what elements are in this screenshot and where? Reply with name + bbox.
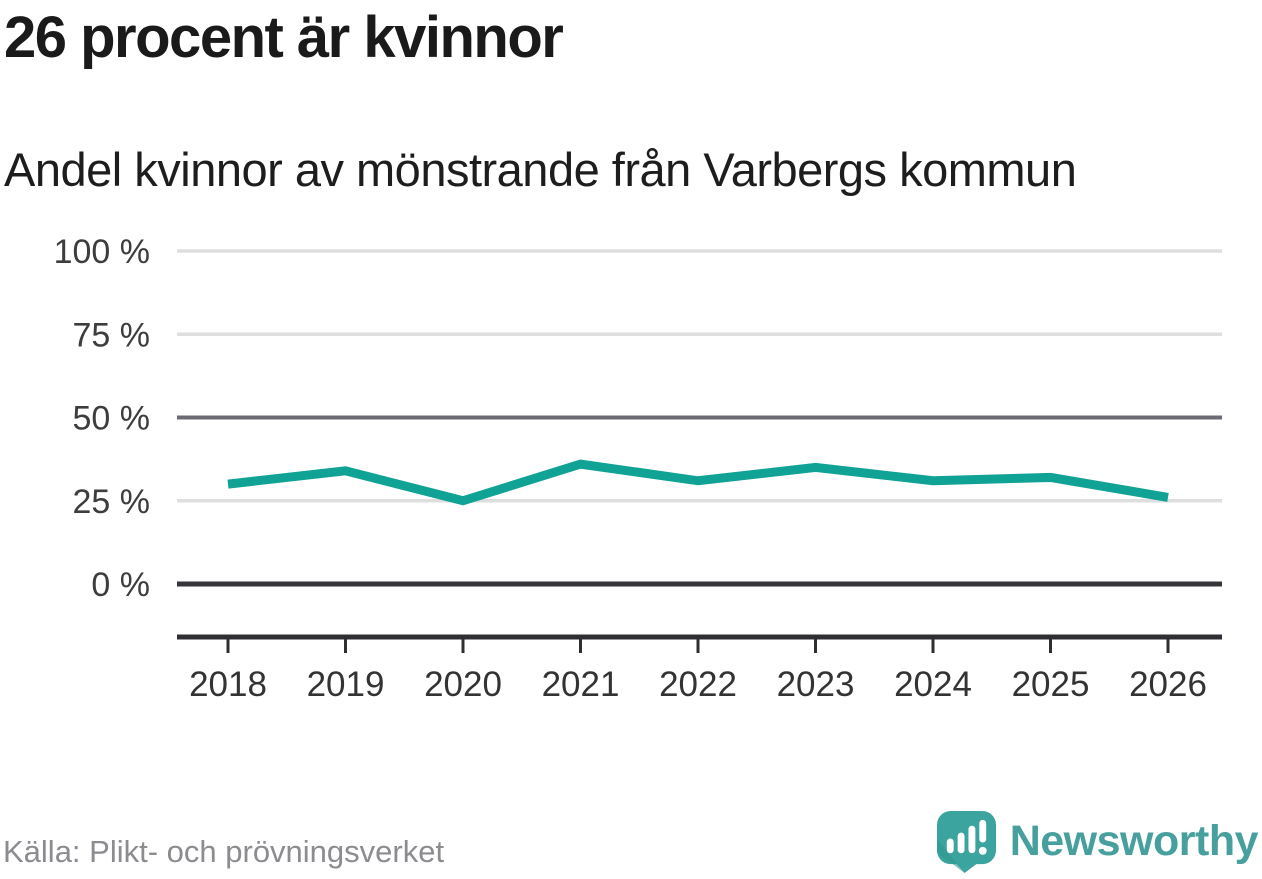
x-tick-label-2019: 2019	[307, 665, 385, 704]
x-tick-label-2026: 2026	[1129, 665, 1207, 704]
y-tick-label-100: 100 %	[54, 233, 150, 271]
x-tick-label-2022: 2022	[659, 665, 737, 704]
chart-bubble-icon	[936, 810, 996, 873]
x-tick-label-2018: 2018	[189, 665, 267, 704]
data-line-andel-kvinnor-av-mönstrande	[227, 459, 1169, 506]
source-note: Källa: Plikt- och prövningsverket	[3, 834, 445, 869]
line-chart: 100 % 75 % 50 % 25 % 0 % 2018 2019 2020 2021 2022…	[54, 233, 1222, 704]
x-tick-label-2024: 2024	[894, 665, 972, 704]
chart-subtitle: Andel kvinnor av mönstrande från Varberg…	[4, 143, 1077, 196]
y-tick-label-25: 25 %	[73, 483, 151, 521]
brand-name: Newsworthy	[1009, 816, 1259, 865]
x-tick-label-2020: 2020	[424, 665, 502, 704]
newsworthy-logo: Newsworthy	[935, 809, 1259, 873]
x-tick-label-2025: 2025	[1012, 665, 1090, 704]
y-tick-label-50: 50 %	[73, 400, 151, 438]
x-tick-label-2021: 2021	[542, 665, 620, 704]
y-tick-label-75: 75 %	[73, 316, 151, 354]
page-title: 26 procent är kvinnor	[4, 5, 564, 70]
y-tick-label-0: 0 %	[91, 566, 150, 604]
x-tick-label-2023: 2023	[777, 665, 855, 704]
